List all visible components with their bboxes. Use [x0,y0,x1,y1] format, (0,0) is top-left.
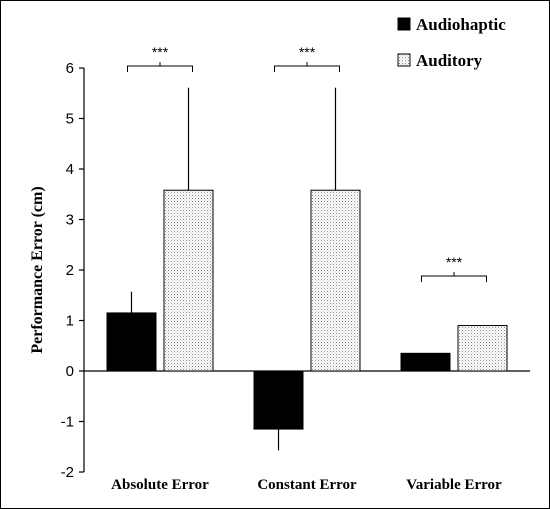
y-tick-label: 3 [66,212,74,229]
y-tick-label: 5 [66,111,74,128]
y-tick-label: 0 [66,363,74,380]
y-tick-label: 4 [66,161,74,178]
x-category-label: Variable Error [406,477,502,493]
significance-bracket [421,272,487,282]
y-tick-label: 6 [66,60,74,77]
legend-swatch [397,53,411,67]
significance-bracket [127,62,193,72]
x-category-label: Constant Error [257,477,357,493]
x-category-label: Absolute Error [111,477,209,493]
bar-audiohaptic [253,370,304,430]
significance-brackets: *** *** *** [127,44,487,282]
bar-auditory [163,189,214,372]
category-labels: Absolute Error Constant Error Variable Err… [111,477,502,493]
legend-swatch [397,17,411,31]
significance-label: *** [152,44,169,60]
significance-bracket [274,62,340,72]
bar-auditory [457,325,508,372]
y-axis-title: Performance Error (cm) [29,186,46,353]
bars-group [106,87,508,451]
y-axis: -2 -1 0 1 2 3 4 5 6 [61,60,530,481]
bar-audiohaptic [400,352,451,372]
y-tick-label: -2 [61,464,74,481]
y-tick-label: -1 [61,414,74,431]
bar-auditory [310,189,361,372]
legend-label: Auditory [416,51,483,70]
legend: Audiohaptic Auditory [397,15,506,70]
significance-label: *** [299,44,316,60]
bar-audiohaptic [106,312,157,372]
legend-label: Audiohaptic [416,15,506,34]
y-tick-label: 1 [66,313,74,330]
significance-label: *** [446,254,463,270]
y-tick-label: 2 [66,262,74,279]
